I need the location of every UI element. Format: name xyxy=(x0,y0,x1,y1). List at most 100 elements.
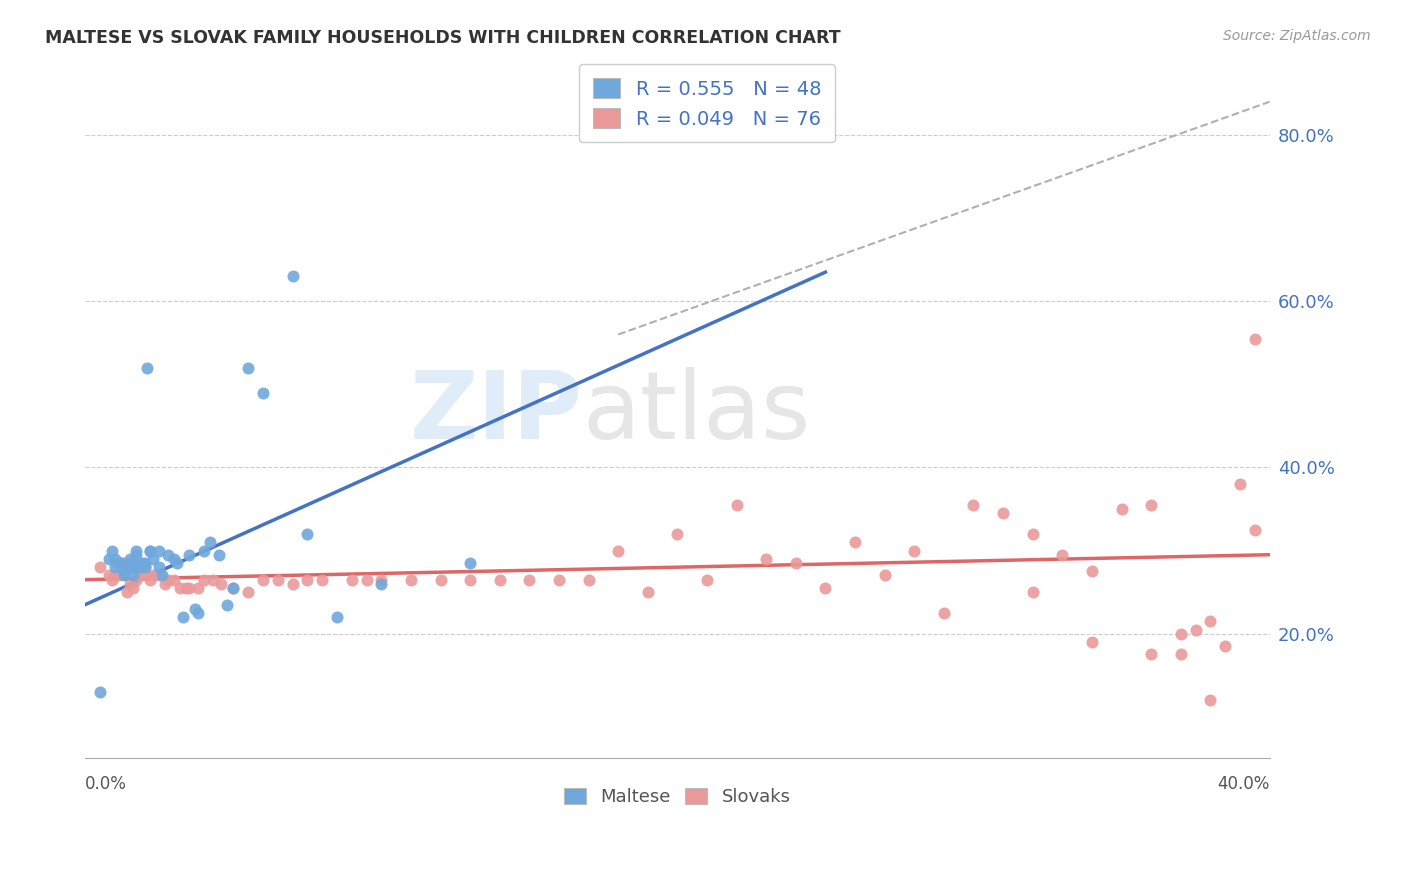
Point xyxy=(458,556,481,570)
Point xyxy=(311,573,333,587)
Point xyxy=(139,543,162,558)
Point xyxy=(1111,502,1133,516)
Point xyxy=(177,581,200,595)
Point xyxy=(252,573,274,587)
Point xyxy=(281,269,304,284)
Point xyxy=(136,360,159,375)
Point xyxy=(112,568,135,582)
Point xyxy=(201,573,224,587)
Point xyxy=(142,568,165,582)
Point xyxy=(198,535,221,549)
Point xyxy=(356,573,378,587)
Point xyxy=(157,573,180,587)
Point xyxy=(118,576,141,591)
Point xyxy=(1184,623,1206,637)
Point xyxy=(115,560,138,574)
Point xyxy=(148,568,170,582)
Point xyxy=(110,556,132,570)
Point xyxy=(172,610,194,624)
Point xyxy=(128,560,150,574)
Point xyxy=(1140,648,1163,662)
Point xyxy=(177,548,200,562)
Text: 0.0%: 0.0% xyxy=(86,775,127,793)
Point xyxy=(1199,614,1222,628)
Point xyxy=(281,576,304,591)
Point xyxy=(134,560,156,574)
Point xyxy=(1081,565,1104,579)
Point xyxy=(399,573,422,587)
Point xyxy=(222,581,245,595)
Point xyxy=(121,560,143,574)
Point xyxy=(131,556,153,570)
Point xyxy=(139,573,162,587)
Point xyxy=(962,498,984,512)
Point xyxy=(607,543,630,558)
Point xyxy=(128,568,150,582)
Point xyxy=(725,498,748,512)
Point xyxy=(107,568,129,582)
Text: Source: ZipAtlas.com: Source: ZipAtlas.com xyxy=(1223,29,1371,43)
Point xyxy=(1243,523,1265,537)
Point xyxy=(155,576,177,591)
Point xyxy=(1021,585,1043,599)
Point xyxy=(429,573,451,587)
Point xyxy=(169,581,191,595)
Point xyxy=(136,568,159,582)
Point xyxy=(121,581,143,595)
Point xyxy=(1021,527,1043,541)
Point xyxy=(124,548,146,562)
Point xyxy=(193,573,215,587)
Point xyxy=(637,585,659,599)
Point xyxy=(873,568,896,582)
Point xyxy=(128,556,150,570)
Point xyxy=(1199,693,1222,707)
Point xyxy=(1170,626,1192,640)
Point xyxy=(1243,332,1265,346)
Point xyxy=(121,568,143,582)
Point xyxy=(124,543,146,558)
Point xyxy=(115,560,138,574)
Point xyxy=(814,581,837,595)
Point xyxy=(131,568,153,582)
Point xyxy=(104,552,127,566)
Point xyxy=(252,385,274,400)
Point xyxy=(107,556,129,570)
Point xyxy=(217,598,239,612)
Point xyxy=(666,527,689,541)
Point xyxy=(157,548,180,562)
Point xyxy=(1140,498,1163,512)
Point xyxy=(1170,648,1192,662)
Text: atlas: atlas xyxy=(582,368,811,459)
Point xyxy=(1229,477,1251,491)
Point xyxy=(903,543,925,558)
Point xyxy=(184,601,207,615)
Point xyxy=(166,556,188,570)
Point xyxy=(134,560,156,574)
Point xyxy=(222,581,245,595)
Text: MALTESE VS SLOVAK FAMILY HOUSEHOLDS WITH CHILDREN CORRELATION CHART: MALTESE VS SLOVAK FAMILY HOUSEHOLDS WITH… xyxy=(45,29,841,46)
Point xyxy=(101,573,124,587)
Point xyxy=(578,573,600,587)
Point xyxy=(148,560,170,574)
Point xyxy=(110,556,132,570)
Point xyxy=(755,552,778,566)
Point xyxy=(991,506,1014,520)
Point xyxy=(124,573,146,587)
Point xyxy=(89,560,111,574)
Point xyxy=(519,573,541,587)
Point xyxy=(104,560,127,574)
Point xyxy=(370,576,392,591)
Point xyxy=(118,552,141,566)
Point xyxy=(163,552,186,566)
Point xyxy=(267,573,290,587)
Point xyxy=(174,581,197,595)
Point xyxy=(98,552,121,566)
Point xyxy=(488,573,510,587)
Point xyxy=(297,527,319,541)
Text: ZIP: ZIP xyxy=(409,368,582,459)
Point xyxy=(207,548,229,562)
Point xyxy=(211,576,233,591)
Point xyxy=(370,573,392,587)
Point xyxy=(112,556,135,570)
Point xyxy=(326,610,349,624)
